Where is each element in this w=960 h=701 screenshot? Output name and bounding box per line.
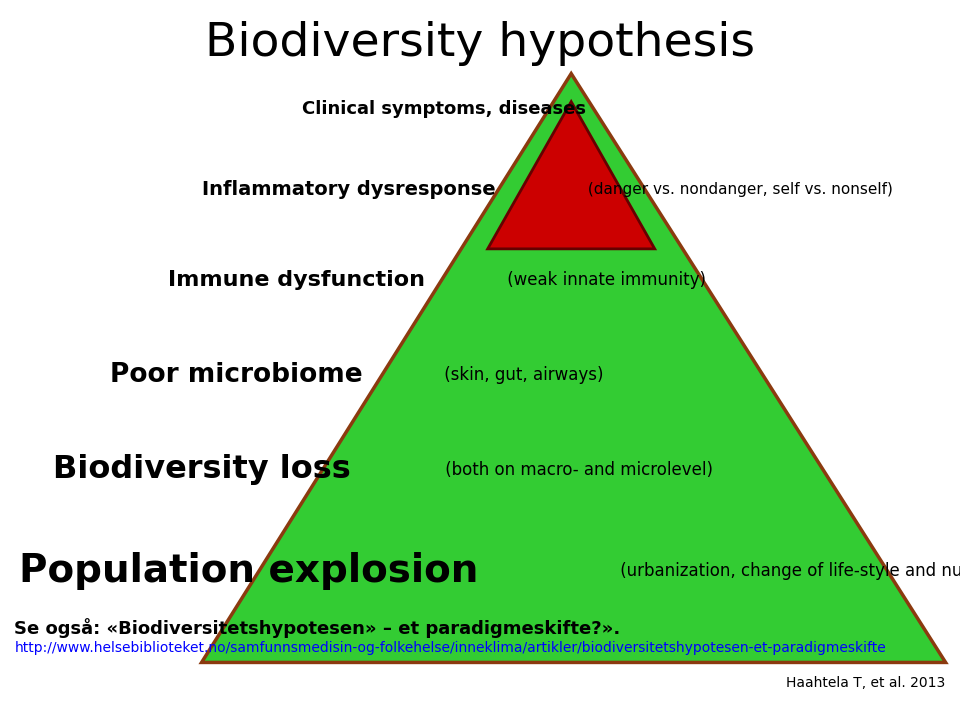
Text: Inflammatory dysresponse: Inflammatory dysresponse (202, 179, 495, 199)
Polygon shape (488, 102, 655, 249)
Text: Biodiversity hypothesis: Biodiversity hypothesis (205, 21, 755, 66)
Text: (skin, gut, airways): (skin, gut, airways) (440, 366, 604, 384)
Text: Biodiversity loss: Biodiversity loss (53, 454, 350, 485)
Text: (danger vs. nondanger, self vs. nonself): (danger vs. nondanger, self vs. nonself) (584, 182, 893, 197)
Text: (weak innate immunity): (weak innate immunity) (502, 271, 707, 290)
Text: Immune dysfunction: Immune dysfunction (168, 271, 425, 290)
Text: Haahtela T, et al. 2013: Haahtela T, et al. 2013 (786, 676, 946, 690)
Text: http://www.helsebiblioteket.no/samfunnsmedisin-og-folkehelse/inneklima/artikler/: http://www.helsebiblioteket.no/samfunnsm… (14, 641, 886, 655)
Text: (both on macro- and microlevel): (both on macro- and microlevel) (440, 461, 713, 479)
Polygon shape (202, 74, 946, 662)
Text: Poor microbiome: Poor microbiome (110, 362, 363, 388)
Text: (urbanization, change of life-style and nutrition): (urbanization, change of life-style and … (614, 562, 960, 580)
Text: Population explosion: Population explosion (19, 552, 479, 590)
Text: Clinical symptoms, diseases: Clinical symptoms, diseases (302, 100, 587, 118)
Text: Se også: «Biodiversitetshypotesen» – et paradigmeskifte?».: Se også: «Biodiversitetshypotesen» – et … (14, 618, 621, 638)
